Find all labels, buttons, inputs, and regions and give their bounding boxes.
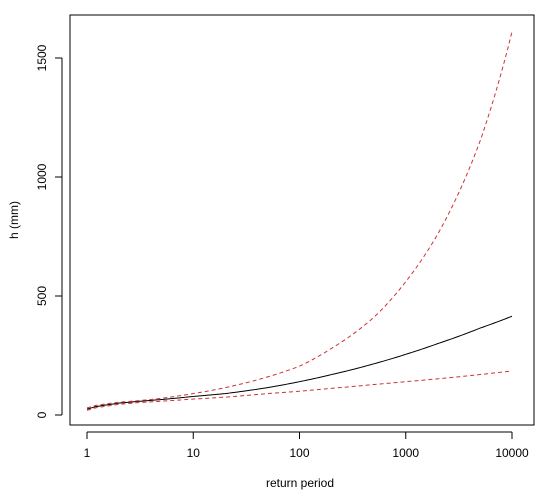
series-line-lower	[86, 370, 513, 411]
y-tick-label: 0	[35, 411, 49, 418]
series-line-upper	[86, 31, 513, 409]
x-tick-label: 1000	[392, 446, 419, 460]
series-group	[86, 31, 513, 411]
y-ticks: 0 500 1000 1500	[35, 44, 62, 418]
y-tick-label: 1000	[35, 163, 49, 190]
series-line-estimate	[86, 315, 513, 410]
x-tick-label: 10	[187, 446, 201, 460]
y-axis-label: h (mm)	[7, 201, 21, 239]
x-tick-label: 1	[84, 446, 91, 460]
x-tick-label: 10000	[495, 446, 529, 460]
x-axis-label: return period	[266, 476, 334, 490]
plot-frame	[69, 14, 535, 426]
y-tick-label: 1500	[35, 44, 49, 71]
y-tick-label: 500	[35, 286, 49, 306]
x-tick-label: 100	[289, 446, 309, 460]
x-ticks: 1 10 100 1000 10000	[84, 432, 529, 460]
